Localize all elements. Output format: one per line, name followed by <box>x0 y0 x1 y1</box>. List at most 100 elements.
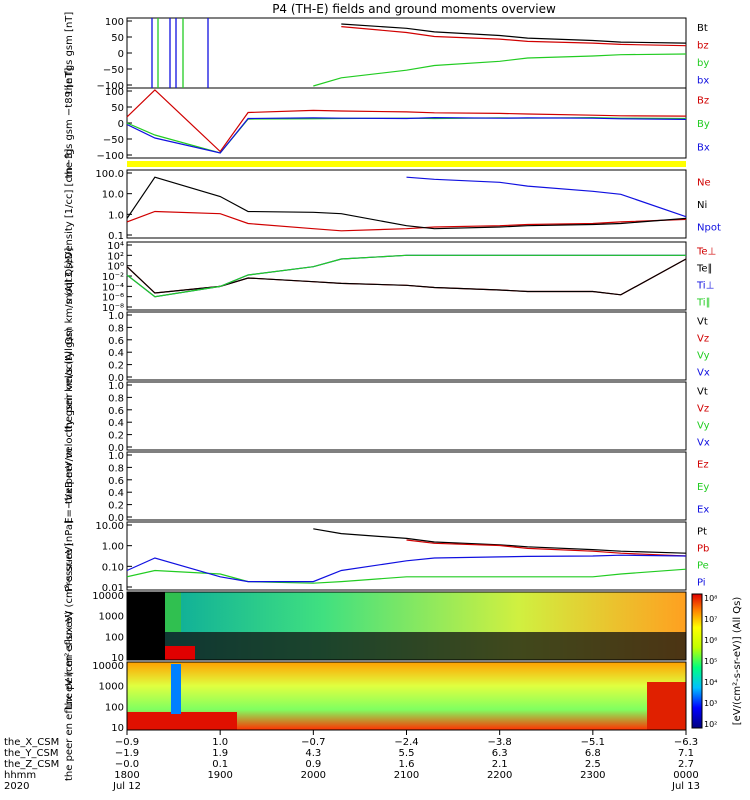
colorbar-tick: 10⁴ <box>704 678 717 687</box>
legend-item: Vx <box>697 368 710 379</box>
y-axis-label-pressure: Pressure [nPa] <box>64 520 75 592</box>
x-row-label: the_Y_CSM <box>4 748 58 759</box>
legend-item: Ez <box>697 459 709 470</box>
x-tick-label: 2000 <box>301 770 326 781</box>
y-axis-label-exb: E=−VxB mV/m <box>64 448 75 524</box>
legend-item: Bx <box>697 142 710 153</box>
legend-item: Pe <box>697 561 709 572</box>
y-tick-label: 10⁻⁸ <box>102 303 124 314</box>
legend-item: by <box>697 58 709 69</box>
series-line-bz <box>341 26 687 47</box>
y-tick-label: 0.1 <box>108 231 124 242</box>
series-line-Bt <box>341 23 687 44</box>
panel-frame-exb <box>126 451 687 521</box>
colorbar-tick: 10² <box>704 720 717 729</box>
y-tick-label: 1.00 <box>102 542 124 553</box>
colorbar <box>691 593 703 729</box>
x-row-label: 2020 <box>4 781 29 792</box>
series-line-Pi <box>126 554 687 583</box>
x-tick-label: Jul 13 <box>671 781 700 792</box>
series-line-Te∥ <box>126 258 687 296</box>
y-tick-label: 0.01 <box>102 583 124 594</box>
series-line-Ne <box>126 210 687 232</box>
x-row-label: hhmm <box>4 770 36 781</box>
colorbar-tick: 10⁵ <box>704 657 717 666</box>
y-tick-label: 10⁻⁶ <box>102 293 124 304</box>
colorbar-tick: 10⁷ <box>704 615 717 624</box>
series-line-Ti⊥ <box>126 254 686 298</box>
y-tick-label: 1.0 <box>108 311 124 322</box>
electron-spectrogram-cold <box>171 664 181 714</box>
y-tick-label: 10⁻⁴ <box>102 282 124 293</box>
legend-item: Te⊥ <box>696 247 716 258</box>
y-axis-label-fgs_gsm_dif: the fgs gsm −t89 [nT] <box>64 68 75 179</box>
legend-item: Ni <box>697 200 707 211</box>
x-tick-label: 0000 <box>673 770 698 781</box>
legend-item: By <box>697 119 710 130</box>
legend-item: bx <box>697 75 709 86</box>
series-line-Bz <box>126 89 687 153</box>
y-tick-label: 10.00 <box>95 521 124 532</box>
legend-item: Ne <box>697 177 711 188</box>
series-line-Pt <box>313 528 687 554</box>
x-tick-label: 2.1 <box>492 759 508 770</box>
x-row-label: the_X_CSM <box>4 737 59 748</box>
y-tick-label: 10⁻² <box>102 272 124 283</box>
y-tick-label: 0.2 <box>108 501 124 512</box>
y-tick-label: −100 <box>97 151 124 162</box>
ion-spectrogram-band <box>165 592 181 632</box>
x-tick-label: 1.9 <box>212 748 228 759</box>
x-tick-label: 6.8 <box>585 748 601 759</box>
x-tick-label: 2300 <box>580 770 605 781</box>
y-tick-label: 10 <box>111 723 124 734</box>
legend-item: bz <box>697 40 709 51</box>
legend-item: Te∥ <box>696 264 713 275</box>
x-tick-label: 0.1 <box>212 759 228 770</box>
y-axis-label-density: Density [1/cc] [cm−3] <box>64 149 75 260</box>
x-tick-label: 0.9 <box>305 759 321 770</box>
y-tick-label: 100.0 <box>95 169 124 180</box>
x-tick-label: 1800 <box>114 770 139 781</box>
colorbar-tick: 10³ <box>704 699 717 708</box>
x-row-label: the_Z_CSM <box>4 759 59 770</box>
series-line-Ti∥ <box>126 254 686 298</box>
y-tick-label: 0.8 <box>108 323 124 334</box>
y-tick-label: 1000 <box>99 682 124 693</box>
y-tick-label: 0.4 <box>108 418 124 429</box>
x-tick-label: −0.7 <box>301 737 325 748</box>
y-tick-label: 1.0 <box>108 381 124 392</box>
legend-item: Vz <box>697 404 709 415</box>
y-tick-label: 0 <box>118 49 124 60</box>
ion-spectrogram-low <box>127 632 686 660</box>
y-tick-label: 1000 <box>99 612 124 623</box>
y-tick-label: 10000 <box>92 661 124 672</box>
y-tick-label: 50 <box>111 103 124 114</box>
series-line-Pb <box>406 539 687 557</box>
x-tick-label: 5.5 <box>399 748 415 759</box>
legend-item: Bt <box>697 23 708 34</box>
y-tick-label: −100 <box>97 81 124 92</box>
panel-frame-fgs_gsm_dif <box>126 87 687 159</box>
colorbar-tick: 10⁶ <box>704 636 717 645</box>
x-tick-label: −3.8 <box>488 737 512 748</box>
x-tick-label: 1.6 <box>399 759 415 770</box>
x-tick-label: −1.9 <box>115 748 139 759</box>
electron-spectrogram-edge <box>647 682 686 730</box>
colorbar-tick: 10⁸ <box>704 594 717 603</box>
y-axis-label-peir_en_eflux: the peir en eflux eV (cm²-s-sr-eV) <box>64 543 75 710</box>
panel-frame-moqt3 <box>126 241 687 311</box>
y-tick-label: 10000 <box>92 591 124 602</box>
y-tick-label: 0.4 <box>108 348 124 359</box>
legend-item: Ex <box>697 505 709 516</box>
legend-item: Pi <box>697 578 706 589</box>
y-tick-label: −50 <box>103 135 124 146</box>
y-axis-label-peer_velocity: the peer velocity gsm km/s (All Qs) <box>64 328 75 504</box>
legend-item: Vz <box>697 334 709 345</box>
legend-item: Bz <box>697 96 709 107</box>
y-tick-label: 100 <box>105 87 124 98</box>
legend-item: Ti⊥ <box>696 281 714 292</box>
x-tick-label: 2100 <box>394 770 419 781</box>
panel-frame-peer_velocity <box>126 381 687 451</box>
y-tick-label: 0.0 <box>108 513 124 524</box>
